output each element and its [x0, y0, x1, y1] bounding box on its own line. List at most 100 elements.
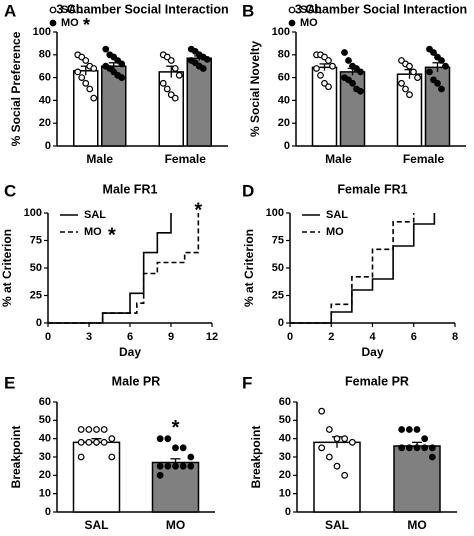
data-point [428, 444, 436, 452]
x-tick-label: MO [407, 518, 426, 532]
data-point [329, 62, 336, 70]
x-tick-label: Male [86, 152, 113, 166]
y-tick-label: 60 [278, 72, 290, 84]
y-tick-label: 0 [36, 317, 42, 329]
data-point [77, 426, 85, 433]
x-tick-label: 6 [411, 331, 417, 343]
y-axis-label: % at Criterion [242, 229, 256, 307]
y-tick-label: 75 [272, 234, 284, 246]
data-point [156, 471, 164, 479]
data-point [348, 438, 356, 446]
data-point [199, 65, 207, 72]
y-tick-label: 0 [278, 317, 284, 329]
data-point [77, 438, 85, 446]
data-point [325, 453, 333, 461]
data-point [85, 426, 93, 433]
data-point [118, 74, 126, 81]
step-line [290, 213, 415, 324]
data-point [325, 83, 332, 91]
data-point [349, 79, 356, 87]
y-tick-label: 50 [279, 414, 291, 426]
data-point [164, 462, 172, 470]
x-tick-label: Female [165, 152, 207, 166]
data-point [179, 444, 187, 452]
data-point [159, 79, 167, 87]
step-line [48, 213, 172, 324]
x-tick-label: SAL [85, 518, 109, 532]
y-tick-label: 60 [39, 396, 51, 408]
y-tick-label: 10 [279, 488, 291, 500]
data-point [82, 79, 90, 87]
chart-title: Male PR [112, 374, 161, 388]
legend-label: SAL [326, 209, 348, 221]
data-point [438, 85, 445, 93]
data-point [163, 85, 171, 93]
data-point [398, 426, 406, 433]
panel-letter: A [4, 1, 16, 20]
data-point [442, 62, 449, 70]
data-point [179, 462, 187, 470]
data-point [357, 87, 364, 95]
data-point [341, 49, 348, 56]
bar [186, 57, 212, 147]
y-axis-label: % at Criterion [0, 229, 14, 307]
data-point [317, 71, 324, 79]
data-point [90, 94, 98, 102]
data-point [172, 444, 179, 452]
y-axis-label: % Social Novelty [248, 41, 262, 137]
y-tick-label: 30 [279, 451, 291, 463]
data-point [325, 426, 333, 433]
data-point [171, 94, 179, 102]
x-tick-label: 3 [86, 331, 92, 343]
legend-marker [49, 6, 57, 14]
y-tick-label: 40 [279, 433, 291, 445]
legend-marker [49, 19, 57, 27]
data-point [405, 444, 413, 452]
data-point [406, 91, 413, 99]
data-point [341, 471, 349, 479]
y-tick-label: 40 [278, 94, 290, 106]
data-point [333, 435, 341, 443]
data-point [187, 462, 195, 470]
annotation: * [194, 199, 202, 221]
legend-annotation: * [108, 224, 116, 246]
chart-title: 3 Chamber Social Interaction [295, 2, 467, 16]
y-tick-label: 0 [45, 506, 51, 518]
legend-label: MO [84, 226, 102, 238]
x-tick-label: MO [166, 518, 185, 532]
chart-title: Female PR [345, 374, 409, 388]
panel-letter: B [242, 1, 254, 20]
bar [311, 66, 338, 147]
y-tick-label: 10 [39, 488, 51, 500]
bar [151, 461, 200, 513]
data-point [398, 79, 405, 87]
data-point [313, 65, 320, 72]
data-point [318, 444, 326, 452]
y-tick-label: 25 [30, 289, 42, 301]
y-tick-label: 40 [39, 94, 51, 106]
y-tick-label: 25 [272, 289, 284, 301]
legend-label: SAL [300, 4, 322, 16]
panel-letter: D [242, 181, 254, 200]
x-tick-label: 0 [45, 331, 51, 343]
bar [396, 73, 423, 147]
data-point [108, 435, 116, 443]
step-line [290, 213, 436, 324]
data-point [156, 435, 164, 443]
x-tick-label: Male [325, 152, 352, 166]
chart-title: Female FR1 [337, 182, 407, 196]
data-point [405, 426, 413, 433]
x-tick-label: SAL [325, 518, 349, 532]
data-point [118, 60, 126, 68]
y-tick-label: 50 [272, 262, 284, 274]
data-point [90, 65, 98, 72]
y-tick-label: 75 [30, 234, 42, 246]
x-tick-label: 6 [127, 331, 133, 343]
data-point [345, 57, 352, 64]
data-point [430, 49, 437, 56]
x-tick-label: Female [403, 152, 445, 166]
chart-title: 3 Chamber Social Interaction [56, 2, 228, 16]
data-point [156, 462, 164, 470]
y-tick-label: 100 [272, 26, 290, 38]
